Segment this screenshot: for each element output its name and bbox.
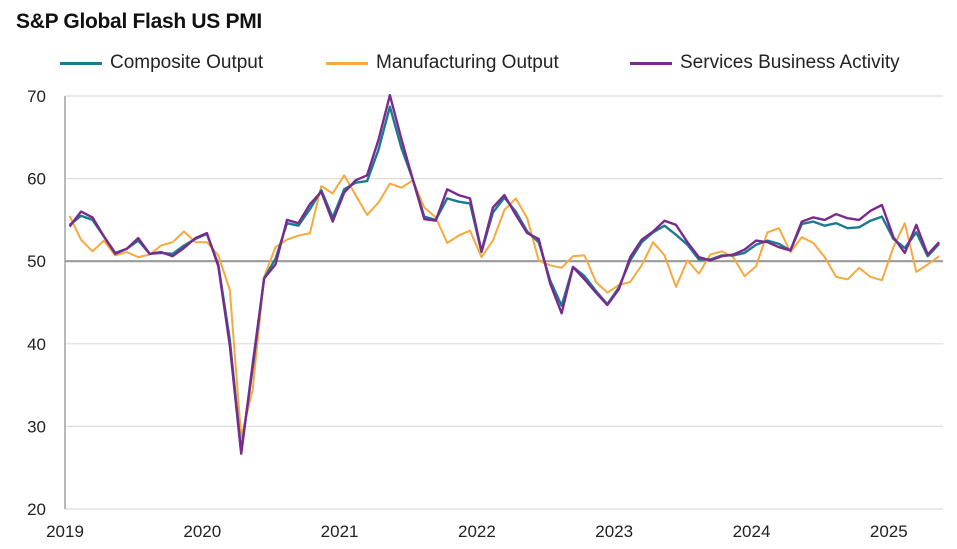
- y-tick-label: 60: [27, 170, 46, 189]
- x-tick-label: 2023: [595, 522, 633, 541]
- y-tick-label: 40: [27, 335, 46, 354]
- legend-label-services: Services Business Activity: [680, 52, 900, 73]
- x-tick-label: 2022: [458, 522, 496, 541]
- series-line-services-business-activity: [68, 93, 940, 455]
- y-tick-label: 30: [27, 417, 46, 436]
- x-tick-label: 2019: [46, 522, 84, 541]
- series-line-manufacturing-output: [68, 174, 940, 439]
- legend-item-composite: Composite Output: [60, 52, 263, 74]
- legend-label-manufacturing: Manufacturing Output: [376, 52, 559, 73]
- x-tick-label: 2021: [321, 522, 359, 541]
- y-tick-label: 20: [27, 500, 46, 519]
- y-tick-label: 50: [27, 252, 46, 271]
- legend-swatch-services: [630, 61, 672, 65]
- y-tick-label: 70: [27, 87, 46, 106]
- x-tick-label: 2020: [183, 522, 221, 541]
- chart-title: S&P Global Flash US PMI: [16, 10, 262, 33]
- x-tick-label: 2024: [733, 522, 771, 541]
- legend-swatch-manufacturing: [326, 61, 368, 65]
- legend-swatch-composite: [60, 61, 102, 65]
- series-line-composite-output: [68, 105, 940, 453]
- legend-label-composite: Composite Output: [110, 52, 264, 73]
- x-tick-label: 2025: [870, 522, 908, 541]
- legend-item-services: Services Business Activity: [630, 52, 900, 74]
- legend: Composite Output Manufacturing Output Se…: [0, 52, 957, 78]
- legend-item-manufacturing: Manufacturing Output: [326, 52, 559, 74]
